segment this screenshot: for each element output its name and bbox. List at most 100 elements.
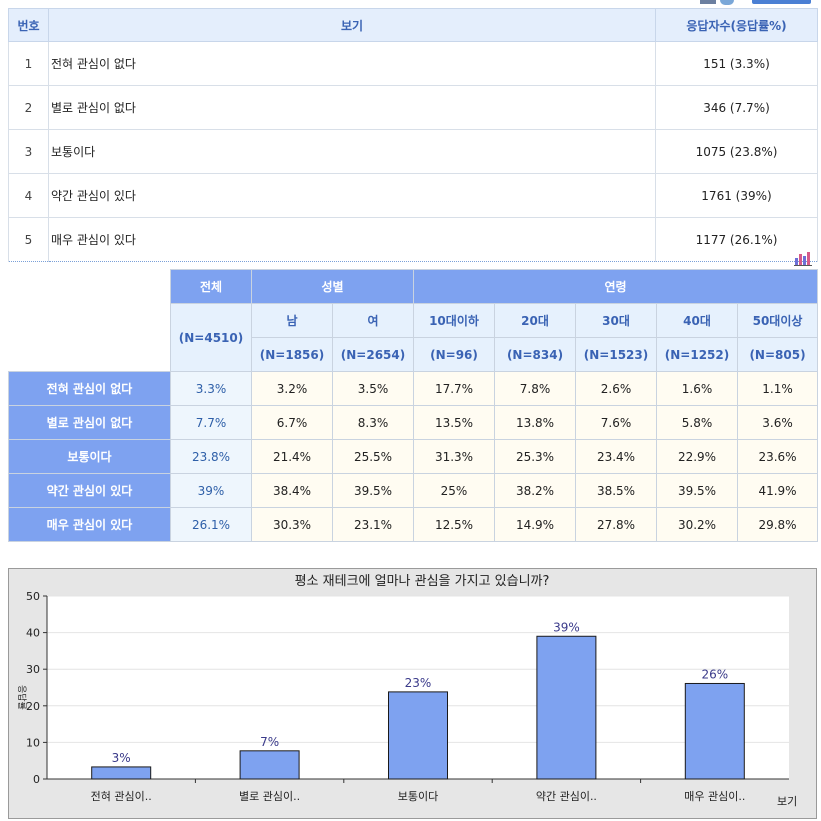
y-axis-label: 응답률 bbox=[16, 685, 28, 710]
row-count: 1075 (23.8%) bbox=[655, 129, 818, 174]
chart-title: 평소 재테크에 얼마나 관심을 가지고 있습니까? bbox=[295, 574, 550, 589]
col-label: 50대이상 bbox=[736, 303, 819, 338]
row-total: 26.1% bbox=[170, 507, 252, 542]
cell: 25.5% bbox=[332, 439, 414, 474]
cell: 7.8% bbox=[494, 371, 576, 406]
cell: 6.7% bbox=[251, 405, 333, 440]
data-label: 26% bbox=[701, 667, 728, 681]
cell: 25.3% bbox=[494, 439, 576, 474]
col-label: 여 bbox=[332, 303, 414, 338]
table-row: 5 매우 관심이 있다 1177 (26.1%) bbox=[8, 217, 818, 262]
age-header: 연령 bbox=[412, 269, 819, 304]
cell: 38.5% bbox=[575, 473, 657, 508]
col-label: 40대 bbox=[656, 303, 738, 338]
header-no: 번호 bbox=[8, 8, 49, 42]
cell: 7.6% bbox=[575, 405, 657, 440]
cell: 17.7% bbox=[413, 371, 495, 406]
cell: 21.4% bbox=[251, 439, 333, 474]
row-no: 3 bbox=[8, 129, 49, 174]
x-tick-label: 매우 관심이.. bbox=[684, 790, 745, 803]
cell: 27.8% bbox=[575, 507, 657, 542]
row-total: 3.3% bbox=[170, 371, 252, 406]
row-total: 23.8% bbox=[170, 439, 252, 474]
cell: 30.2% bbox=[656, 507, 738, 542]
top-button[interactable] bbox=[752, 0, 811, 4]
col-n: (N=1252) bbox=[656, 337, 738, 372]
cell: 38.2% bbox=[494, 473, 576, 508]
data-label: 23% bbox=[405, 676, 432, 690]
cell: 1.6% bbox=[656, 371, 738, 406]
y-tick-label: 20 bbox=[26, 700, 40, 713]
col-n: (N=1523) bbox=[575, 337, 657, 372]
x-tick-label: 보통이다 bbox=[398, 790, 438, 803]
table-row: 전혀 관심이 없다 3.3% 3.2% 3.5% 17.7% 7.8% 2.6%… bbox=[8, 371, 819, 406]
y-tick-label: 0 bbox=[33, 773, 40, 786]
row-total: 7.7% bbox=[170, 405, 252, 440]
gender-header: 성별 bbox=[251, 269, 414, 304]
table-row: 2 별로 관심이 없다 346 (7.7%) bbox=[8, 85, 818, 130]
response-table: 번호 보기 응답자수(응답률%) 1 전혀 관심이 없다 151 (3.3%) … bbox=[8, 8, 818, 262]
refresh-icon[interactable] bbox=[720, 0, 734, 5]
col-n: (N=805) bbox=[736, 337, 819, 372]
col-n: (N=2654) bbox=[332, 337, 414, 372]
crosstab-table: 전체 성별 연령 (N=4510) 남 여 10대이하 20대 30대 40대 … bbox=[8, 269, 819, 542]
cell: 13.8% bbox=[494, 405, 576, 440]
bar-chart: 평소 재테크에 얼마나 관심을 가지고 있습니까? 0 10 20 30 40 50 3%… bbox=[8, 568, 817, 819]
cell: 23.6% bbox=[736, 439, 819, 474]
bar-chart-svg: 평소 재테크에 얼마나 관심을 가지고 있습니까? 0 10 20 30 40 50 3%… bbox=[16, 574, 797, 808]
cell: 39.5% bbox=[332, 473, 414, 508]
cell: 3.6% bbox=[736, 405, 819, 440]
x-tick-label: 약간 관심이.. bbox=[536, 789, 597, 803]
col-label: 남 bbox=[251, 303, 333, 338]
row-label: 약간 관심이 있다 bbox=[8, 473, 171, 508]
bar bbox=[91, 766, 152, 780]
col-n: (N=96) bbox=[413, 337, 495, 372]
table-row: 약간 관심이 있다 39% 38.4% 39.5% 25% 38.2% 38.5… bbox=[8, 473, 819, 508]
col-n: (N=1856) bbox=[251, 337, 333, 372]
bar-chart-icon[interactable] bbox=[794, 250, 812, 266]
table-row: 4 약간 관심이 있다 1761 (39%) bbox=[8, 173, 818, 218]
cell: 14.9% bbox=[494, 507, 576, 542]
table-row: 보통이다 23.8% 21.4% 25.5% 31.3% 25.3% 23.4%… bbox=[8, 439, 819, 474]
row-option: 별로 관심이 없다 bbox=[48, 85, 656, 130]
row-no: 4 bbox=[8, 173, 49, 218]
cell: 23.1% bbox=[332, 507, 414, 542]
cell: 38.4% bbox=[251, 473, 333, 508]
row-no: 5 bbox=[8, 217, 49, 262]
x-axis-label: 보기 bbox=[777, 795, 797, 808]
total-header: 전체 bbox=[170, 269, 252, 304]
y-tick-label: 10 bbox=[26, 736, 40, 749]
data-label: 7% bbox=[260, 735, 279, 749]
cell: 25% bbox=[413, 473, 495, 508]
table-row: 3 보통이다 1075 (23.8%) bbox=[8, 129, 818, 174]
cell: 1.1% bbox=[736, 371, 819, 406]
y-tick-label: 30 bbox=[26, 663, 40, 676]
row-count: 1177 (26.1%) bbox=[655, 217, 818, 262]
x-tick-label: 별로 관심이.. bbox=[239, 790, 300, 803]
bar bbox=[536, 635, 597, 780]
blank-corner bbox=[8, 269, 171, 372]
toolbar-icon[interactable] bbox=[700, 0, 716, 4]
cell: 41.9% bbox=[736, 473, 819, 508]
col-label: 20대 bbox=[494, 303, 576, 338]
row-label: 별로 관심이 없다 bbox=[8, 405, 171, 440]
cell: 13.5% bbox=[413, 405, 495, 440]
total-n: (N=4510) bbox=[170, 303, 252, 372]
row-no: 1 bbox=[8, 41, 49, 86]
row-label: 전혀 관심이 없다 bbox=[8, 371, 171, 406]
table-row: 1 전혀 관심이 없다 151 (3.3%) bbox=[8, 41, 818, 86]
cell: 22.9% bbox=[656, 439, 738, 474]
x-tick-label: 전혀 관심이.. bbox=[91, 790, 152, 803]
bar bbox=[239, 750, 300, 780]
cell: 5.8% bbox=[656, 405, 738, 440]
table-row: 별로 관심이 없다 7.7% 6.7% 8.3% 13.5% 13.8% 7.6… bbox=[8, 405, 819, 440]
row-count: 1761 (39%) bbox=[655, 173, 818, 218]
cell: 30.3% bbox=[251, 507, 333, 542]
cell: 8.3% bbox=[332, 405, 414, 440]
response-table-header: 번호 보기 응답자수(응답률%) bbox=[8, 8, 818, 42]
cell: 3.2% bbox=[251, 371, 333, 406]
cell: 12.5% bbox=[413, 507, 495, 542]
row-option: 약간 관심이 있다 bbox=[48, 173, 656, 218]
cell: 29.8% bbox=[736, 507, 819, 542]
y-tick-label: 40 bbox=[26, 627, 40, 640]
